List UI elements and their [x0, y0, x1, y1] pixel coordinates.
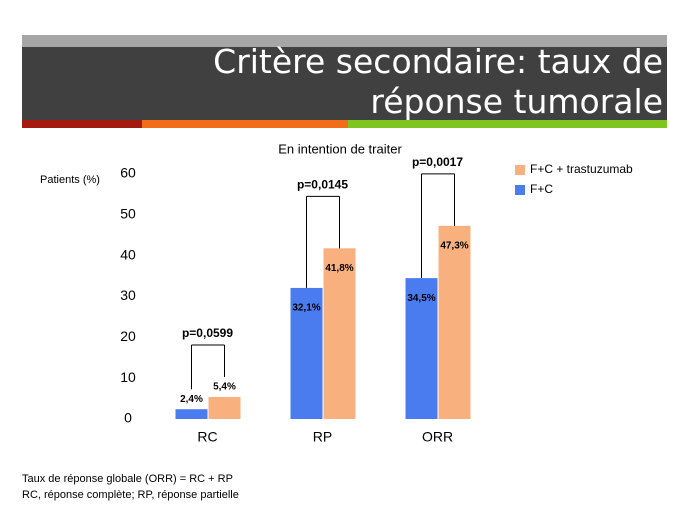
- y-tick-label: 0: [124, 410, 132, 426]
- p-value: p=0,0145: [297, 177, 348, 191]
- y-tick-label: 30: [120, 287, 136, 303]
- stripe: [348, 120, 667, 128]
- header: [22, 47, 667, 120]
- x-tick-label: RP: [313, 429, 332, 445]
- value-label: 5,4%: [213, 382, 236, 393]
- footnote: Taux de réponse globale (ORR) = RC + RP: [22, 473, 233, 485]
- value-label: 47,3%: [440, 240, 468, 251]
- legend-label: F+C: [530, 182, 553, 196]
- bar: [438, 225, 471, 419]
- value-label: 2,4%: [180, 394, 203, 405]
- y-tick-label: 20: [120, 328, 136, 344]
- slide-title: Critère secondaire: taux de réponse tumo…: [213, 42, 663, 121]
- y-tick-label: 40: [120, 246, 136, 262]
- legend-label: F+C + trastuzumab: [530, 162, 633, 176]
- footnote: RC, réponse complète; RP, réponse partie…: [22, 489, 239, 501]
- bar: [208, 396, 241, 419]
- y-axis-label: Patients (%): [40, 174, 100, 186]
- chart-subtitle: En intention de traiter: [278, 141, 402, 156]
- legend-swatch: [515, 165, 525, 175]
- y-tick-label: 10: [120, 369, 136, 385]
- x-tick-label: RC: [197, 429, 217, 445]
- x-tick-label: ORR: [422, 429, 453, 445]
- value-label: 34,5%: [407, 293, 435, 304]
- legend-swatch: [515, 185, 525, 195]
- bar: [323, 248, 356, 419]
- bar: [175, 409, 208, 419]
- stripe: [22, 120, 142, 128]
- y-tick-label: 60: [120, 165, 136, 181]
- y-tick-label: 50: [120, 206, 136, 222]
- value-label: 41,8%: [325, 263, 353, 274]
- p-value: p=0,0017: [412, 155, 463, 169]
- stripe: [142, 120, 348, 128]
- bar: [290, 287, 323, 419]
- p-value: p=0,0599: [182, 326, 233, 340]
- value-label: 32,1%: [292, 303, 320, 314]
- header-strip: [22, 35, 667, 47]
- bar: [405, 278, 438, 419]
